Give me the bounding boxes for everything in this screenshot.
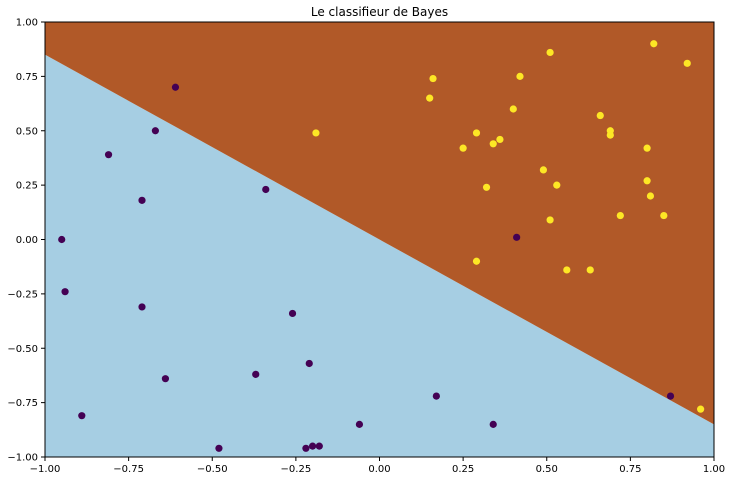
- class-0-point-10: [252, 370, 260, 378]
- class-0-point-1: [151, 127, 159, 135]
- y-tick-label: 0.50: [16, 126, 38, 137]
- class-1-point-25: [563, 266, 571, 274]
- class-0-region: [45, 54, 714, 457]
- y-tick-label: 0.00: [16, 235, 38, 246]
- class-0-point-17: [355, 420, 364, 428]
- class-1-point-7: [509, 105, 517, 113]
- y-tick-label: −1.00: [7, 453, 38, 464]
- class-1-point-8: [596, 111, 604, 120]
- class-1-point-15: [643, 144, 651, 152]
- y-axis: −1.00 −0.75 −0.50 −0.25 0.00 0.25 0.50 0.75 1.00: [7, 18, 45, 464]
- class-1-region: [45, 22, 714, 425]
- class-0-point-4: [262, 185, 270, 194]
- class-1-point-16: [539, 166, 548, 174]
- class-0-point-5: [58, 235, 66, 244]
- class-1-point-3: [546, 48, 554, 57]
- class-1-point-19: [643, 177, 651, 185]
- class-1-point-23: [546, 216, 554, 224]
- chart-title: Le classifieur de Bayes: [311, 5, 448, 19]
- class-1-point-14: [606, 131, 614, 139]
- x-tick-label: −1.00: [30, 464, 61, 475]
- class-0-point-8: [288, 309, 297, 318]
- x-axis: −1.00 −0.75 −0.50 −0.25 0.00 0.25 0.50 0.75 1.00: [30, 457, 725, 475]
- class-0-point-15: [309, 442, 317, 450]
- class-0-point-2: [104, 151, 113, 159]
- class-0-point-18: [432, 392, 440, 400]
- class-0-point-14: [302, 444, 310, 452]
- class-0-point-9: [305, 359, 313, 368]
- x-tick-label: −0.75: [113, 464, 144, 475]
- class-1-point-6: [683, 59, 691, 67]
- class-0-point-21: [666, 392, 675, 400]
- y-tick-label: 1.00: [16, 18, 38, 29]
- plot-area: [44, 21, 715, 458]
- x-tick-label: −0.25: [281, 464, 312, 475]
- x-tick-label: 0.00: [368, 464, 390, 475]
- class-1-point-21: [616, 211, 624, 220]
- class-0-point-16: [315, 442, 323, 450]
- x-tick-label: −0.50: [197, 464, 228, 475]
- class-1-point-27: [697, 405, 705, 413]
- class-1-point-18: [553, 181, 561, 189]
- class-1-point-26: [586, 266, 594, 274]
- class-1-point-11: [489, 140, 497, 148]
- x-tick-label: 0.50: [536, 464, 558, 475]
- class-0-point-20: [513, 233, 521, 241]
- class-1-point-5: [650, 40, 658, 48]
- class-1-point-1: [426, 94, 434, 102]
- class-1-point-4: [516, 72, 524, 80]
- class-0-point-13: [215, 444, 223, 452]
- x-tick-label: 0.75: [619, 464, 641, 475]
- class-0-point-0: [171, 83, 180, 91]
- y-tick-label: −0.50: [7, 344, 38, 355]
- x-tick-label: 0.25: [452, 464, 474, 475]
- class-1-point-17: [482, 183, 491, 191]
- class-0-point-19: [489, 420, 497, 428]
- y-tick-label: −0.75: [7, 398, 38, 409]
- class-1-point-2: [312, 129, 320, 137]
- class-1-point-22: [660, 211, 668, 220]
- class-1-point-20: [646, 192, 655, 200]
- y-tick-label: 0.75: [16, 72, 38, 83]
- class-0-point-6: [61, 288, 69, 296]
- class-1-point-10: [496, 135, 504, 144]
- class-0-point-12: [78, 412, 86, 420]
- y-tick-label: 0.25: [16, 181, 38, 192]
- class-1-point-12: [459, 144, 467, 152]
- class-1-point-24: [472, 257, 481, 265]
- class-0-point-3: [138, 196, 146, 204]
- class-1-point-9: [472, 129, 481, 137]
- y-tick-label: −0.25: [7, 289, 38, 300]
- class-0-point-11: [161, 375, 170, 383]
- class-1-point-0: [429, 74, 437, 83]
- data-points: [58, 40, 705, 452]
- x-tick-label: 1.00: [703, 464, 725, 475]
- class-0-point-7: [138, 303, 146, 311]
